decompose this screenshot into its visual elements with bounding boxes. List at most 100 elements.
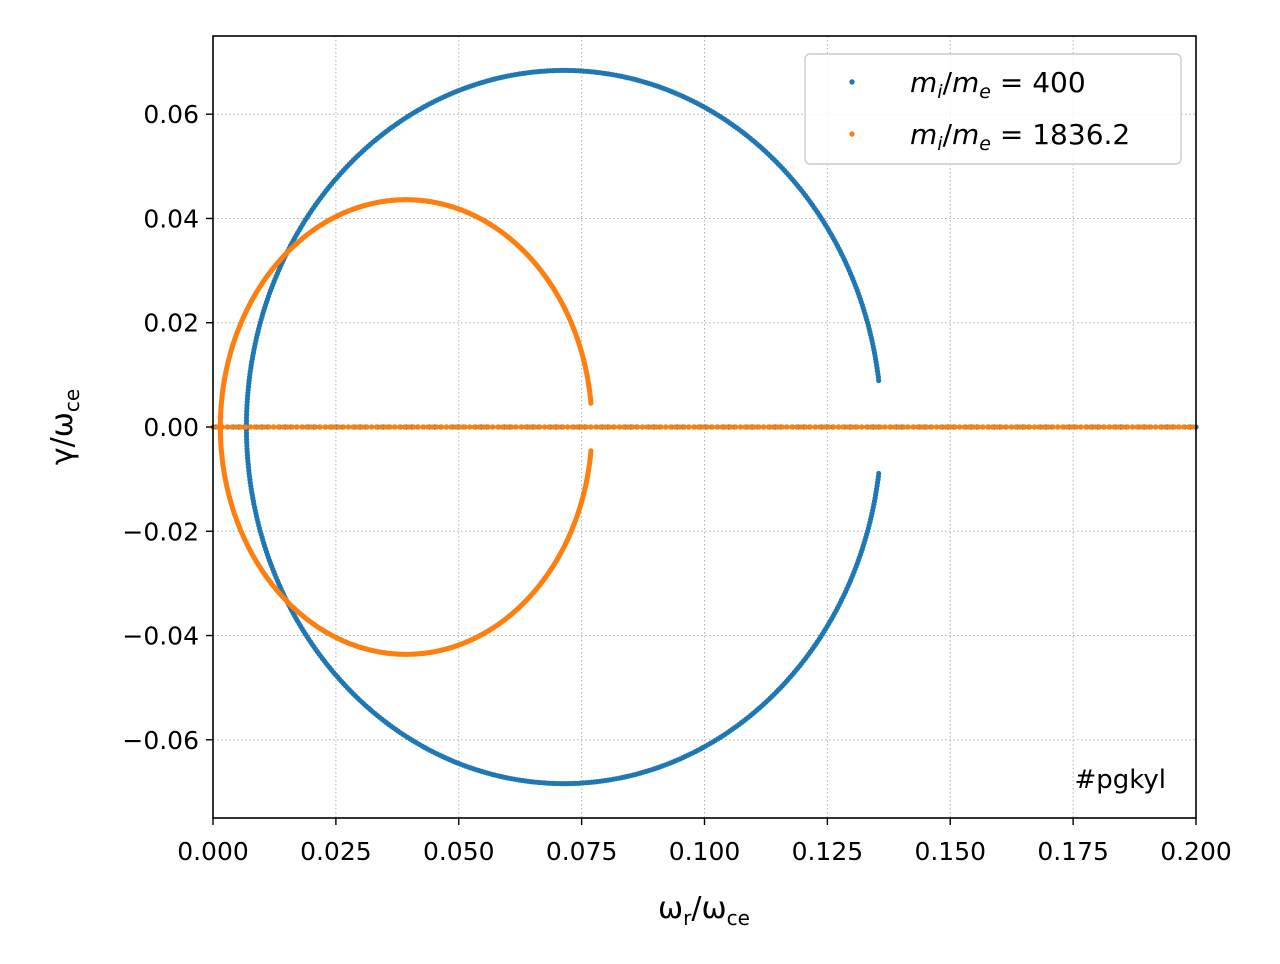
data-point — [849, 424, 856, 430]
y-tick-label: −0.06 — [122, 726, 199, 755]
data-point — [1125, 424, 1131, 430]
data-point — [1064, 424, 1070, 430]
data-point — [1050, 424, 1056, 430]
data-point — [588, 424, 594, 430]
data-point — [845, 424, 851, 430]
data-point — [985, 424, 991, 430]
data-point — [863, 424, 870, 430]
data-point — [261, 424, 267, 430]
data-point — [415, 424, 421, 430]
data-point — [915, 424, 921, 430]
data-point — [770, 424, 776, 430]
data-point — [527, 424, 533, 430]
data-point — [499, 424, 505, 430]
data-point — [532, 424, 538, 430]
x-tick-label: 0.150 — [914, 837, 986, 866]
data-point — [308, 424, 314, 430]
data-point — [775, 424, 781, 430]
data-point — [565, 424, 571, 430]
data-point — [401, 424, 407, 430]
data-point — [537, 424, 543, 430]
data-point — [518, 424, 524, 430]
data-point — [1003, 424, 1010, 430]
data-point — [789, 424, 795, 430]
data-point — [443, 424, 449, 430]
data-point — [350, 424, 356, 430]
data-point — [257, 424, 263, 430]
y-tick-label: 0.00 — [143, 413, 199, 442]
data-point — [779, 424, 786, 430]
data-point — [551, 424, 557, 430]
data-point — [644, 424, 650, 430]
points-layer — [210, 67, 1199, 787]
data-point — [877, 424, 884, 430]
data-point — [765, 424, 772, 430]
data-point — [504, 424, 510, 430]
ticks-layer: 0.000 0.025 0.050 0.075 0.100 0.125 0.150 0.175… — [122, 100, 1231, 866]
x-tick-label: 0.175 — [1037, 837, 1109, 866]
data-point — [574, 424, 580, 430]
y-axis-label: γ/ωce — [45, 389, 84, 465]
data-point — [831, 424, 837, 430]
data-point — [840, 424, 846, 430]
data-point — [275, 424, 281, 430]
data-point — [873, 424, 879, 430]
data-point — [653, 424, 660, 430]
x-tick-label: 0.200 — [1160, 837, 1232, 866]
data-point — [625, 424, 632, 430]
data-point — [593, 424, 599, 430]
data-point — [1073, 424, 1079, 430]
data-point — [420, 424, 426, 430]
data-point — [812, 424, 818, 430]
data-point — [1027, 424, 1033, 430]
data-point — [1045, 424, 1051, 430]
data-point — [215, 424, 221, 430]
data-point — [406, 424, 412, 430]
data-point — [425, 424, 431, 430]
data-point — [616, 424, 622, 430]
data-point — [677, 424, 683, 430]
data-point — [1059, 424, 1065, 430]
data-point — [621, 424, 627, 430]
data-point — [826, 424, 832, 430]
legend-label-series-2: mi/me = 1836.2 — [910, 118, 1130, 155]
data-point — [672, 424, 678, 430]
data-point — [471, 424, 477, 430]
data-point — [1167, 424, 1173, 430]
data-point — [630, 424, 636, 430]
data-point — [835, 424, 842, 430]
data-point — [560, 424, 566, 430]
data-point — [1041, 424, 1047, 430]
data-point — [635, 424, 641, 430]
data-point — [859, 424, 865, 430]
data-point — [784, 424, 790, 430]
data-point — [238, 424, 244, 430]
data-point — [555, 424, 562, 430]
data-point — [317, 424, 323, 430]
data-point — [1148, 424, 1154, 430]
data-point — [751, 424, 758, 430]
data-point — [891, 424, 898, 430]
data-point — [887, 424, 893, 430]
data-point — [1176, 424, 1182, 430]
data-point — [798, 424, 804, 430]
data-point — [876, 377, 882, 384]
data-point — [341, 424, 347, 430]
data-point — [747, 424, 753, 430]
data-point — [331, 424, 337, 430]
data-point — [691, 424, 697, 430]
data-point — [387, 424, 393, 430]
data-point — [280, 424, 286, 430]
data-point — [359, 424, 365, 430]
legend: mi/me = 400 mi/me = 1836.2 — [804, 53, 1182, 165]
data-point — [1017, 424, 1024, 430]
data-point — [719, 424, 725, 430]
data-point — [364, 424, 370, 430]
data-point — [1031, 424, 1037, 430]
data-point — [327, 424, 333, 430]
data-point — [1162, 424, 1168, 430]
data-point — [1153, 424, 1159, 430]
data-point — [737, 424, 744, 430]
data-point — [579, 424, 585, 430]
data-point — [989, 424, 996, 430]
